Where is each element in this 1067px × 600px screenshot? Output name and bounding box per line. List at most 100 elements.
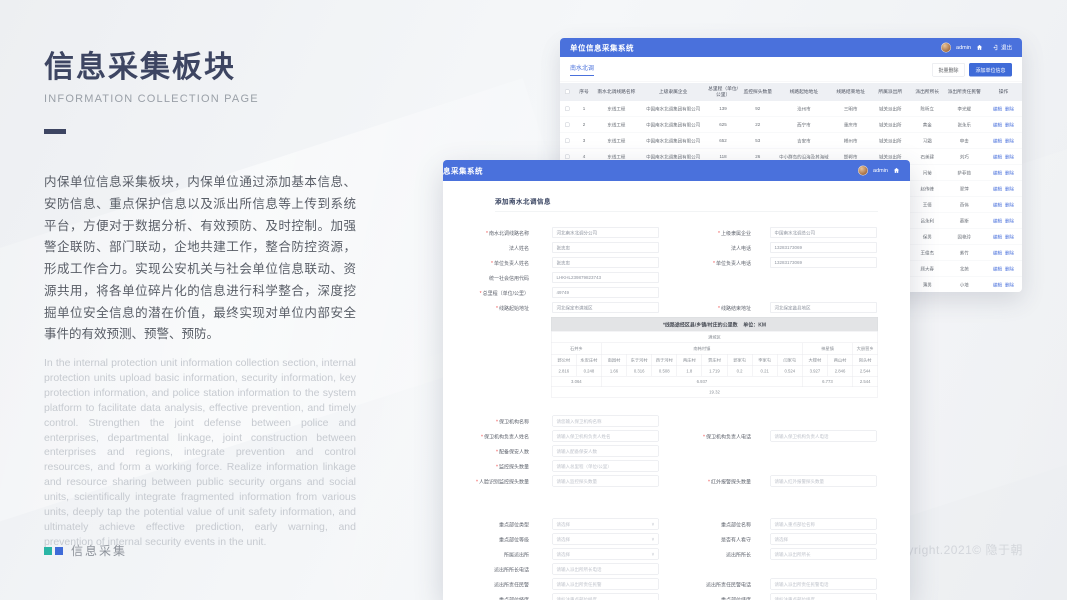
form-row: *法人姓名 张志忠∨ *法人电话 13283173069∨ [443, 242, 910, 253]
edit-link[interactable]: 编辑 [992, 170, 1002, 176]
delete-link[interactable]: 删除 [1005, 106, 1015, 112]
add-unit-button[interactable]: 添加单位信息 [969, 63, 1012, 77]
form-page-title: 添加南水北调信息 [495, 197, 552, 206]
field-input[interactable]: 请标注重点部位纬度∨ [770, 593, 877, 600]
field-input[interactable]: 请输入派出所所长电话∨ [552, 563, 659, 575]
edit-link[interactable]: 编辑 [992, 234, 1002, 240]
km-cell: 6.773 [802, 376, 853, 387]
field-input[interactable]: 请输入配备保安人数∨ [552, 445, 659, 457]
km-table-title: *线路途经区县/乡镇/村庄的公里数 单位：KM [551, 317, 878, 331]
edit-link[interactable]: 编辑 [992, 138, 1002, 144]
edit-link[interactable]: 编辑 [992, 250, 1002, 256]
row-checkbox[interactable] [565, 122, 570, 128]
field-input[interactable]: 请选择∨ [552, 548, 659, 560]
field-label: *保卫机构名称 [496, 419, 529, 425]
field-input[interactable]: 河北保定蠡县地区∨ [770, 302, 877, 313]
field-input[interactable]: 请输入派出所责任民警∨ [552, 578, 659, 590]
edit-link[interactable]: 编辑 [992, 186, 1002, 192]
delete-link[interactable]: 删除 [1005, 234, 1015, 240]
form-row: *保卫机构名称 请您输入保卫机构名称∨ * ∨ [443, 415, 910, 427]
tag-square-teal-icon [44, 546, 52, 555]
column-header: 上级隶属企业 [639, 83, 707, 101]
select-all-checkbox[interactable] [565, 89, 570, 94]
delete-link[interactable]: 删除 [1005, 250, 1015, 256]
delete-link[interactable]: 删除 [1005, 170, 1015, 176]
field-input[interactable]: 请标注重点部位经度∨ [552, 593, 659, 600]
km-cell: 0.508 [651, 365, 678, 377]
field-input[interactable]: 请输入重点部位名称∨ [770, 518, 877, 530]
field-input[interactable]: 张志忠∨ [552, 242, 659, 253]
field-label: *监控探头数量 [496, 464, 529, 470]
field-label: *派出所责任民警电话 [706, 582, 751, 588]
field-input[interactable]: 请输入红外报警探头数量∨ [770, 475, 877, 487]
footer-tag-label: 信息采集 [71, 544, 128, 558]
edit-link[interactable]: 编辑 [992, 282, 1002, 288]
field-input[interactable]: 请选择∨ [770, 533, 877, 545]
km-cell: 大册营乡 [852, 342, 879, 355]
delete-link[interactable]: 删除 [1005, 138, 1015, 144]
delete-link[interactable]: 删除 [1005, 122, 1015, 128]
tab-nanshuibeidiao[interactable]: 南水北调 [570, 64, 595, 76]
field-label: *单位负责人电话 [713, 260, 751, 267]
cell-station: 城关派出所 [869, 116, 912, 133]
form-row: *南水北调线路名称 河北南水北调分公司∨ *上级隶属企业 中国南水北调总公司∨ [443, 227, 910, 238]
home-icon[interactable] [976, 44, 983, 51]
delete-link[interactable]: 删除 [1005, 218, 1015, 224]
cell-chief: 薄男 [911, 276, 944, 292]
form-section-security: *保卫机构名称 请您输入保卫机构名称∨ * ∨ *保卫机构负责人姓名 请输入保卫… [443, 415, 910, 487]
delete-link[interactable]: 删除 [1005, 282, 1015, 288]
km-cell: 郭家屯 [726, 354, 753, 366]
cell-station: 城关派出所 [869, 132, 912, 149]
edit-link[interactable]: 编辑 [992, 122, 1002, 128]
back-app-title: 单位信息采集系统 [570, 43, 635, 53]
km-cell: 19.32 [551, 386, 878, 398]
edit-link[interactable]: 编辑 [992, 154, 1002, 160]
field-input[interactable]: 13283173069∨ [770, 257, 877, 268]
field-input[interactable]: 请输入保卫机构负责人电话∨ [770, 430, 877, 442]
delete-link[interactable]: 删除 [1005, 186, 1015, 192]
field-label: *派出所所长 [726, 552, 751, 558]
field-input[interactable]: 中国南水北调总公司∨ [770, 227, 877, 238]
cell-cameras: 92 [739, 100, 777, 117]
km-cell: 李家屯 [751, 354, 778, 366]
avatar[interactable] [941, 42, 952, 53]
field-input[interactable]: 河北南水北调分公司∨ [552, 227, 659, 238]
field-input[interactable]: LHKHL239879823743∨ [552, 272, 659, 283]
edit-link[interactable]: 编辑 [992, 218, 1002, 224]
field-label: *所属派出所 [504, 552, 529, 558]
field-input[interactable]: 河北保定市满城区∨ [552, 302, 659, 313]
field-input[interactable]: 请您输入保卫机构名称∨ [552, 415, 659, 427]
field-input[interactable]: 请输入派出所责任民警电话∨ [770, 578, 877, 590]
table-row: 2 东线工程 中国南水北调集团有限公司 625 22 西宁市 重庆市 城关派出所… [560, 116, 1022, 133]
row-checkbox[interactable] [565, 138, 570, 144]
field-input[interactable]: 13283173069∨ [770, 242, 877, 253]
field-input[interactable]: 请输入派出所所长∨ [770, 548, 877, 560]
delete-link[interactable]: 删除 [1005, 202, 1015, 208]
field-input[interactable]: 请输入监控探头数量∨ [552, 475, 659, 487]
delete-link[interactable]: 删除 [1005, 154, 1015, 160]
km-cell: 西于河村 [651, 354, 678, 366]
field-input[interactable]: 请选择∨ [552, 518, 659, 530]
km-cell: 2.544 [852, 365, 879, 377]
delete-link[interactable]: 删除 [1005, 266, 1015, 272]
logout-button[interactable]: 退出 [992, 44, 1012, 52]
batch-delete-button[interactable]: 批量删除 [932, 63, 965, 77]
field-input[interactable]: 49749∨ [552, 287, 659, 298]
row-checkbox[interactable] [565, 106, 570, 112]
row-checkbox[interactable] [565, 154, 570, 160]
avatar[interactable] [858, 165, 869, 176]
column-header: 派出所所长 [911, 83, 944, 101]
field-input[interactable]: 请选择∨ [552, 533, 659, 545]
edit-link[interactable]: 编辑 [992, 202, 1002, 208]
field-input[interactable]: 张志忠∨ [552, 257, 659, 268]
edit-link[interactable]: 编辑 [992, 106, 1002, 112]
cell-mileage: 652 [706, 132, 740, 149]
field-input[interactable]: 请输入总里程（单位/公里）∨ [552, 460, 659, 472]
cell-chief: 陈昕立 [911, 100, 944, 117]
paragraph-en: In the internal protection unit informat… [44, 357, 356, 548]
edit-link[interactable]: 编辑 [992, 266, 1002, 272]
field-input[interactable]: 请输入保卫机构负责人姓名∨ [552, 430, 659, 442]
home-icon[interactable] [893, 167, 900, 174]
form-row: *统一社会信用代码 LHKHL239879823743∨ * ∨ [443, 272, 910, 283]
field-label: *红外报警探头数量 [708, 479, 751, 485]
